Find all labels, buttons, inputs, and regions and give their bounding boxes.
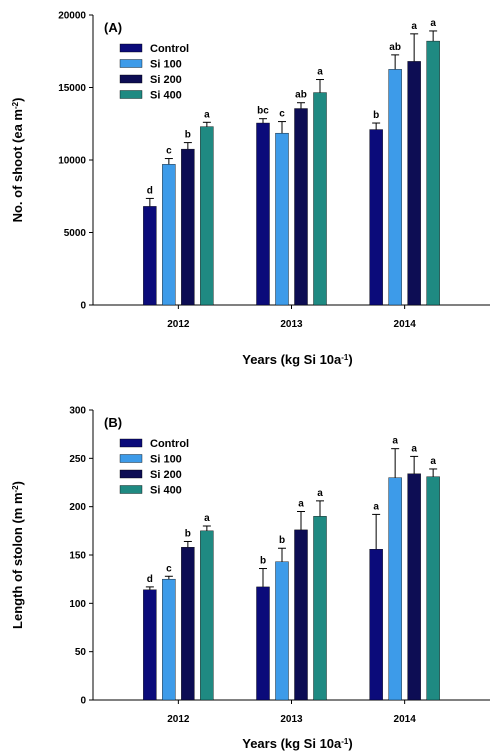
significance-letter: b xyxy=(185,528,191,539)
y-tick-label: 5000 xyxy=(64,228,87,239)
x-axis-title: Years (kg Si 10a-1) xyxy=(242,736,352,751)
legend-label: Si 100 xyxy=(150,59,182,71)
bar-si-100-2014 xyxy=(388,69,402,306)
bar-control-2012 xyxy=(143,206,157,306)
y-tick-label: 200 xyxy=(69,502,86,513)
legend-label: Si 100 xyxy=(150,454,182,466)
significance-letter: b xyxy=(279,535,285,546)
bar-si-100-2013 xyxy=(275,132,289,306)
significance-letter: ab xyxy=(389,42,401,53)
significance-letter: a xyxy=(430,18,436,29)
significance-letter: ab xyxy=(295,90,307,101)
x-tick-label: 2014 xyxy=(394,319,417,330)
significance-letter: b xyxy=(185,130,191,141)
bar-si-100-2013 xyxy=(275,561,289,701)
panel-label: (B) xyxy=(104,415,122,430)
bar-control-2012 xyxy=(143,589,157,701)
bar-si-400-2013 xyxy=(313,92,327,306)
bar-control-2014 xyxy=(369,129,383,306)
significance-letter: a xyxy=(392,436,398,447)
y-tick-label: 20000 xyxy=(58,11,86,22)
significance-letter: c xyxy=(166,563,172,574)
bar-si-400-2014 xyxy=(426,40,440,306)
bar-si-100-2014 xyxy=(388,477,402,701)
legend-label: Si 400 xyxy=(150,485,182,497)
bar-si-400-2012 xyxy=(200,126,214,306)
legend-swatch xyxy=(119,59,143,68)
significance-letter: a xyxy=(411,21,417,32)
legend-label: Control xyxy=(150,438,189,450)
significance-letter: a xyxy=(298,499,304,510)
significance-letter: a xyxy=(317,67,323,78)
bar-si-200-2013 xyxy=(294,108,308,306)
bar-si-200-2014 xyxy=(407,61,421,306)
x-axis-title: Years (kg Si 10a-1) xyxy=(242,352,352,367)
legend-label: Si 200 xyxy=(150,469,182,481)
bar-si-400-2012 xyxy=(200,530,214,701)
bar-control-2013 xyxy=(256,122,270,306)
legend-swatch xyxy=(119,469,143,479)
significance-letter: a xyxy=(204,513,210,524)
significance-letter: bc xyxy=(257,106,269,117)
bar-si-200-2014 xyxy=(407,473,421,701)
y-tick-label: 15000 xyxy=(58,83,86,94)
y-tick-label: 0 xyxy=(80,696,86,707)
x-tick-label: 2013 xyxy=(280,319,303,330)
y-tick-label: 10000 xyxy=(58,156,86,167)
x-tick-label: 2012 xyxy=(167,714,190,725)
bar-control-2013 xyxy=(256,586,270,701)
significance-letter: a xyxy=(411,443,417,454)
bar-si-100-2012 xyxy=(162,164,176,306)
significance-letter: c xyxy=(166,146,172,157)
significance-letter: b xyxy=(260,556,266,567)
panel-label: (A) xyxy=(104,20,122,35)
y-tick-label: 150 xyxy=(69,551,86,562)
significance-letter: a xyxy=(430,456,436,467)
y-tick-label: 50 xyxy=(75,647,87,658)
significance-letter: b xyxy=(373,110,379,121)
bar-si-100-2012 xyxy=(162,578,176,701)
significance-letter: c xyxy=(279,109,285,120)
x-tick-label: 2014 xyxy=(394,714,417,725)
bar-control-2014 xyxy=(369,549,383,701)
y-tick-label: 300 xyxy=(69,406,86,417)
significance-letter: a xyxy=(204,109,210,120)
legend-swatch xyxy=(119,90,143,99)
legend-label: Si 200 xyxy=(150,74,182,86)
bar-si-200-2013 xyxy=(294,529,308,701)
significance-letter: d xyxy=(147,574,153,585)
chart-panel-b: 0 50 100 150 200 250 300 2012 d c b a 2013 b b a a 2014 a a… xyxy=(10,406,490,751)
bar-si-400-2013 xyxy=(313,516,327,701)
legend-swatch xyxy=(119,485,143,494)
significance-letter: a xyxy=(317,488,323,499)
y-tick-label: 100 xyxy=(69,599,86,610)
x-tick-label: 2012 xyxy=(167,319,190,330)
bar-si-200-2012 xyxy=(181,148,195,306)
legend-swatch xyxy=(119,74,143,84)
legend-label: Si 400 xyxy=(150,90,182,102)
bar-si-400-2014 xyxy=(426,476,440,701)
legend-swatch xyxy=(119,438,143,448)
legend-swatch xyxy=(119,454,143,463)
y-tick-label: 0 xyxy=(80,301,86,312)
significance-letter: d xyxy=(147,185,153,196)
bar-si-200-2012 xyxy=(181,547,195,701)
x-tick-label: 2013 xyxy=(280,714,303,725)
legend-label: Control xyxy=(150,43,189,55)
y-axis-title: No. of shoot (ea m-2) xyxy=(10,98,25,223)
significance-letter: a xyxy=(373,501,379,512)
y-tick-label: 250 xyxy=(69,454,86,465)
legend-swatch xyxy=(119,43,143,53)
y-axis-title: Length of stolon (m m-2) xyxy=(10,481,25,629)
